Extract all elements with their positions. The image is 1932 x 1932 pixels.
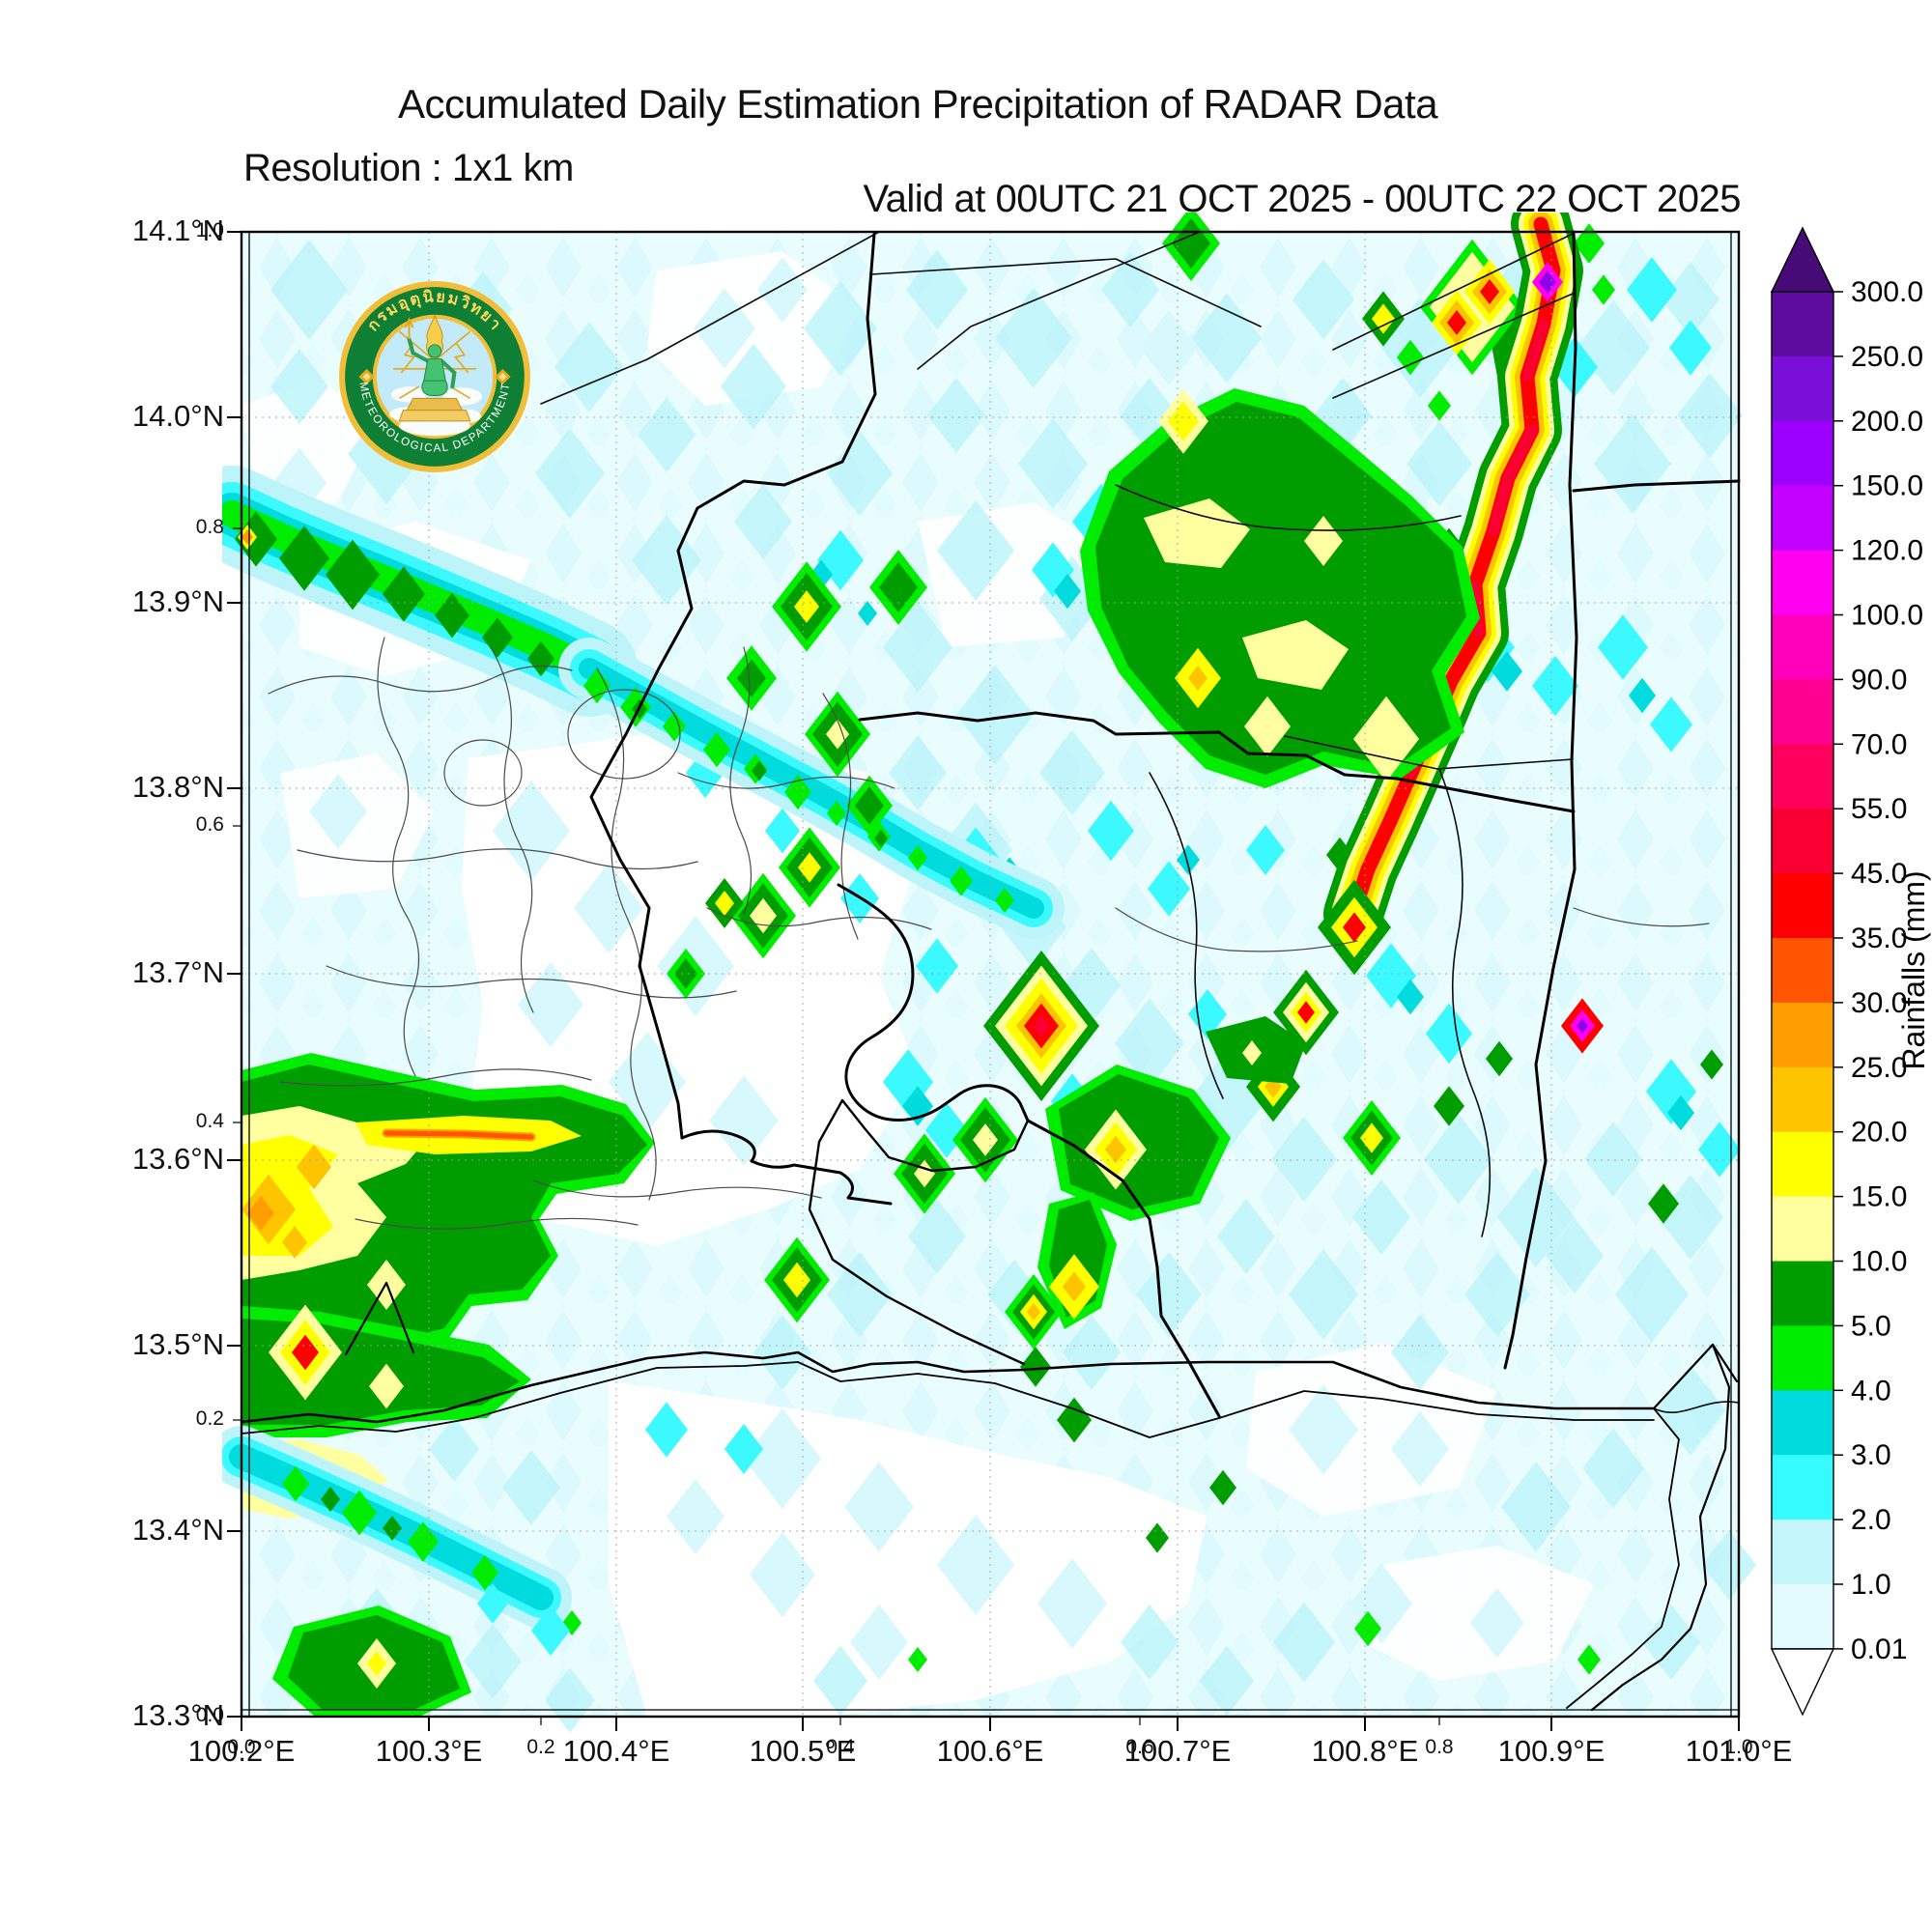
colorbar: 300.0 250.0 200.0 150.0 120.0 100.0 90.0 70.0 55… <box>1770 226 1931 1717</box>
colorbar-tick-label: 4.0 <box>1851 1375 1891 1406</box>
lon-tick-label: 100.4°E <box>562 1734 670 1768</box>
fraction-y-tick-label: 0.6 <box>195 813 224 836</box>
lat-tick-label: 13.5°N <box>131 1327 224 1361</box>
lat-tick-label: 14.0°N <box>131 399 224 433</box>
lon-tick-label: 100.5°E <box>749 1734 857 1768</box>
colorbar-tick-label: 3.0 <box>1851 1439 1891 1471</box>
lat-tick-label: 13.7°N <box>131 955 224 989</box>
fraction-y-tick-label: 0.0 <box>195 1704 224 1726</box>
colorbar-tick-label: 5.0 <box>1851 1310 1891 1342</box>
lat-tick-label: 13.3°N <box>131 1698 224 1732</box>
colorbar-tick-label: 90.0 <box>1851 664 1907 696</box>
fraction-y-tick-label: 1.0 <box>195 219 224 242</box>
lat-tick-label: 13.8°N <box>131 770 224 804</box>
colorbar-tick-label: 15.0 <box>1851 1181 1907 1213</box>
colorbar-tick-label: 10.0 <box>1851 1246 1907 1278</box>
colorbar-tick-label: 1.0 <box>1851 1569 1891 1601</box>
precipitation-map <box>222 213 1756 1733</box>
map-axis-ticks <box>227 231 1740 1731</box>
lon-tick-label: 100.7°E <box>1123 1734 1232 1768</box>
fraction-x-tick-label: 0.4 <box>826 1736 855 1758</box>
precipitation-field <box>222 213 1756 1733</box>
lon-tick-label: 100.8°E <box>1311 1734 1419 1768</box>
tmd-logo: กรมอุตุนิยมวิทยา METEOROLOGICAL DEPARTME… <box>339 281 530 472</box>
lat-tick-label: 14.1°N <box>131 213 224 247</box>
colorbar-tick-label: 35.0 <box>1851 923 1907 954</box>
colorbar-tick-label: 30.0 <box>1851 987 1907 1019</box>
colorbar-tick-label: 200.0 <box>1851 406 1923 438</box>
fraction-y-tick-label: 0.8 <box>195 516 224 538</box>
colorbar-tick-label: 250.0 <box>1851 341 1923 373</box>
colorbar-tick-label: 2.0 <box>1851 1504 1891 1536</box>
colorbar-tick-label: 45.0 <box>1851 858 1907 890</box>
lon-tick-label: 101.0°E <box>1685 1734 1793 1768</box>
colorbar-tick-label: 300.0 <box>1851 276 1923 308</box>
colorbar-axis-label: Rainfalls (mm) <box>1896 870 1931 1069</box>
logo-deity <box>398 314 471 422</box>
colorbar-tick-label: 120.0 <box>1851 535 1923 567</box>
colorbar-tick-label: 20.0 <box>1851 1117 1907 1149</box>
fraction-x-tick-label: 0.0 <box>227 1736 256 1758</box>
lat-tick-label: 13.6°N <box>131 1142 224 1176</box>
resolution-label: Resolution : 1x1 km <box>243 147 574 189</box>
fraction-x-tick-label: 0.6 <box>1125 1736 1154 1758</box>
colorbar-tick-label: 150.0 <box>1851 470 1923 502</box>
colorbar-tick-label: 100.0 <box>1851 600 1923 632</box>
page-title: Accumulated Daily Estimation Precipitati… <box>397 81 1438 127</box>
fraction-y-tick-label: 0.4 <box>195 1110 224 1132</box>
colorbar-tick-label: 55.0 <box>1851 793 1907 825</box>
fraction-x-tick-label: 1.0 <box>1724 1736 1753 1758</box>
lon-tick-label: 100.9°E <box>1497 1734 1605 1768</box>
colorbar-tick-label: 25.0 <box>1851 1052 1907 1084</box>
colorbar-tick-label: 70.0 <box>1851 728 1907 760</box>
lat-tick-label: 13.4°N <box>131 1513 224 1547</box>
valid-time-label: Valid at 00UTC 21 OCT 2025 - 00UTC 22 OC… <box>863 178 1741 220</box>
lat-tick-label: 13.9°N <box>131 584 224 618</box>
lon-tick-label: 100.3°E <box>375 1734 483 1768</box>
fraction-x-tick-label: 0.8 <box>1425 1736 1454 1758</box>
colorbar-tick-label: 0.01 <box>1851 1634 1907 1665</box>
lon-tick-label: 100.6°E <box>936 1734 1044 1768</box>
lon-tick-label: 100.2°E <box>187 1734 296 1768</box>
fraction-x-tick-label: 0.2 <box>526 1736 555 1758</box>
fraction-y-tick-label: 0.2 <box>195 1407 224 1430</box>
